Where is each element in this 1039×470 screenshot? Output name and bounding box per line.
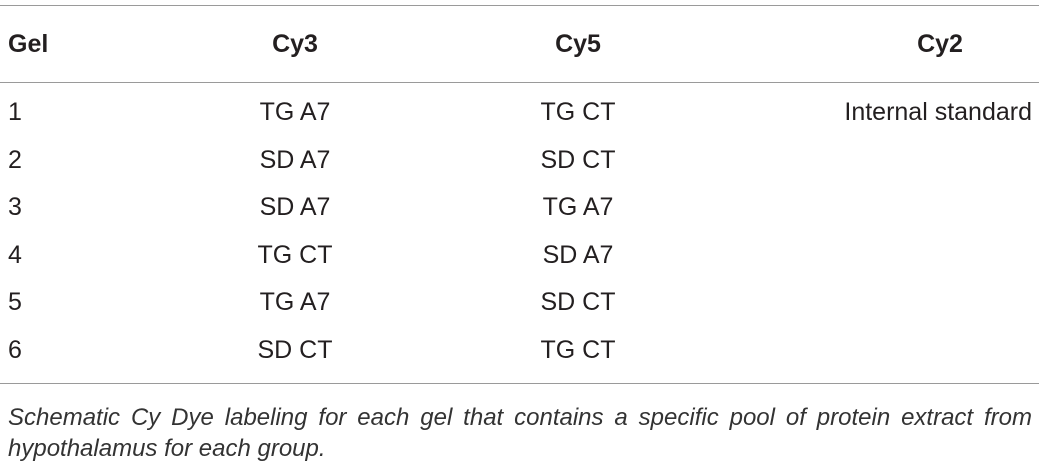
cell: TG A7 [259, 288, 331, 317]
caption: Schematic Cy Dye labeling for each gel t… [8, 404, 1032, 462]
header-rule [0, 82, 1039, 83]
cell: 2 [8, 145, 22, 174]
cell: 5 [8, 288, 22, 317]
cell: 1 [8, 98, 22, 126]
header-cell: Cy3 [272, 30, 318, 58]
cell: Internal standard [844, 98, 1032, 126]
header-cell: Cy5 [555, 30, 601, 58]
cell: TG A7 [542, 193, 614, 222]
cell: 4 [8, 240, 22, 269]
cell: SD A7 [259, 145, 331, 174]
header-cell: Cy2 [917, 30, 963, 58]
cell: TG CT [540, 98, 616, 126]
cell: 6 [8, 336, 22, 364]
cell: TG A7 [259, 98, 331, 126]
cell: SD CT [257, 336, 333, 364]
top-rule [0, 5, 1039, 6]
cell: SD CT [540, 145, 616, 174]
cell: SD A7 [259, 193, 331, 222]
cell: SD A7 [542, 240, 614, 269]
cell: TG CT [540, 336, 616, 364]
cell: SD CT [540, 288, 616, 317]
bottom-rule [0, 383, 1039, 384]
cell: TG CT [257, 240, 333, 269]
header-cell: Gel [8, 30, 49, 58]
cell: 3 [8, 193, 22, 222]
